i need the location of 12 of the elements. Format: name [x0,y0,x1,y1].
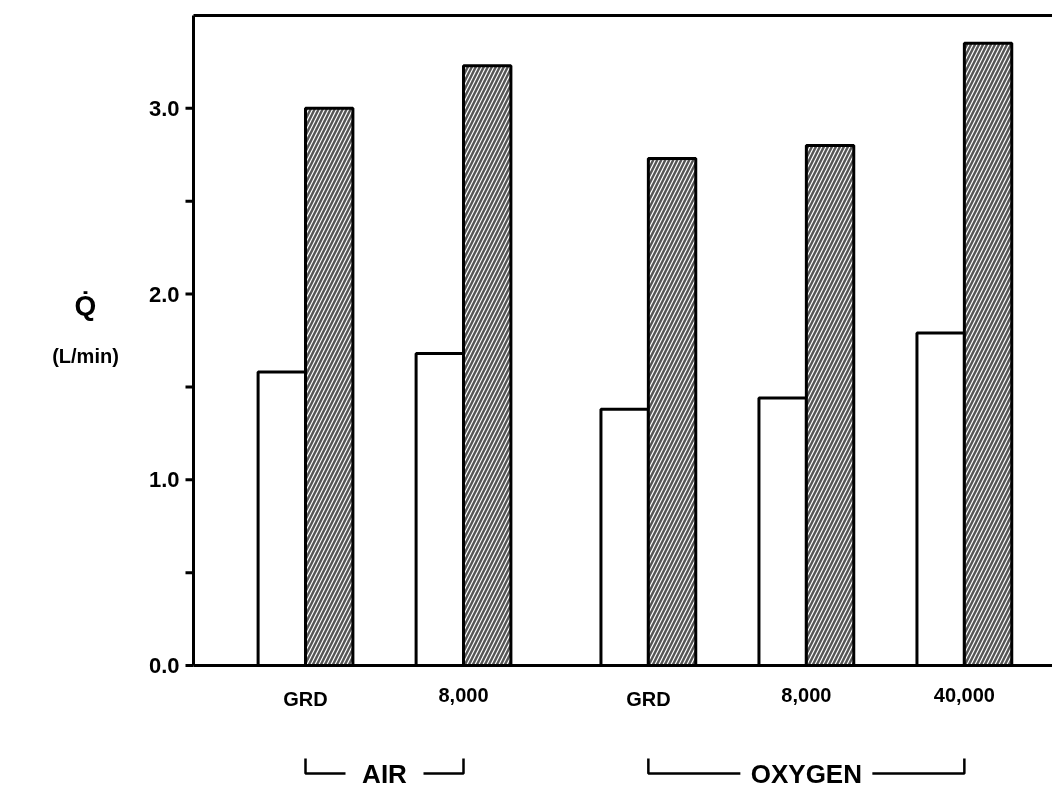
text: AIR [362,758,408,789]
y-axis-title: Q̇ (L/min) [52,290,119,367]
x-tick-label: 8,000 [438,683,489,706]
y-tick-label: 0.0 [148,653,180,678]
y-tick-label: 3.0 [148,95,180,121]
x-tick-label: GRD [626,687,671,710]
y-tick-label: 1.0 [148,467,180,493]
x-tick-label: GRD [283,687,328,710]
text: OXYGEN [750,758,862,789]
y-tick-label: 2.0 [148,281,180,307]
x-tick-label: 8,000 [781,683,832,706]
x-tick-label: 40,000 [933,683,995,706]
